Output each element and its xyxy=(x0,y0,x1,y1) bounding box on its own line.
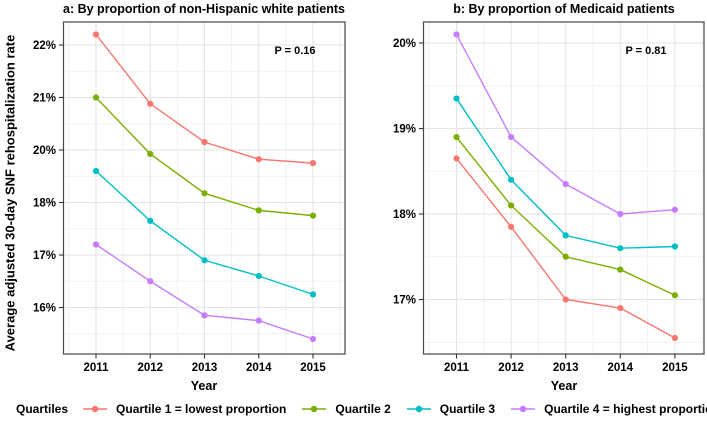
x-axis-label-b: Year xyxy=(550,379,578,393)
data-point xyxy=(255,207,262,214)
series-quartile-1 xyxy=(92,31,317,167)
data-point xyxy=(508,176,515,183)
data-point xyxy=(617,245,624,252)
axis-ticks-and-labels: 22% 21% 20% 18% 17% 16% 2011 2012 2013 2014 2015 xyxy=(33,40,326,374)
series-quartile-3 xyxy=(453,95,679,252)
legend-item-quartile-4: Quartile 4 = highest proportion xyxy=(510,402,707,416)
y-tick-label: 18% xyxy=(33,198,56,210)
series-quartile-2 xyxy=(92,94,317,219)
data-point xyxy=(309,291,317,298)
p-value-label-b: P = 0.81 xyxy=(625,45,667,57)
y-tick-label: 22% xyxy=(33,40,56,52)
data-point xyxy=(92,167,100,175)
data-point xyxy=(201,139,208,146)
data-point xyxy=(453,133,460,141)
legend-item-label: Quartile 4 = highest proportion xyxy=(544,402,707,416)
major-gridlines xyxy=(63,22,345,354)
data-point xyxy=(255,156,262,163)
x-axis-label-a: Year xyxy=(190,379,218,393)
data-point xyxy=(147,150,154,158)
x-tick-label: 2012 xyxy=(498,362,524,374)
legend-item-label: Quartile 2 xyxy=(335,402,391,416)
p-value-label-a: P = 0.16 xyxy=(274,45,316,57)
data-point xyxy=(453,31,460,38)
series-quartile-3 xyxy=(92,167,317,298)
legend-item-label: Quartile 3 xyxy=(439,402,496,416)
data-point xyxy=(147,217,154,224)
x-tick-label: 2014 xyxy=(246,362,272,374)
legend: Quartiles Quartile 1 = lowest proportion… xyxy=(16,398,707,420)
y-tick-label: 18% xyxy=(393,209,416,221)
data-point xyxy=(671,334,679,342)
quartile-4-line-dot-icon xyxy=(511,405,536,413)
data-point xyxy=(147,100,154,107)
data-point xyxy=(508,223,515,230)
data-point xyxy=(617,210,624,218)
data-point xyxy=(92,31,100,38)
series-quartile-4 xyxy=(453,31,679,218)
legend-item-label: Quartile 1 = lowest proportion xyxy=(116,402,287,416)
legend-item-quartile-1: Quartile 1 = lowest proportion xyxy=(82,402,286,416)
y-tick-label: 17% xyxy=(393,295,416,307)
x-tick-label: 2011 xyxy=(444,362,470,374)
data-point xyxy=(562,180,569,188)
data-point xyxy=(562,296,569,303)
data-point xyxy=(92,94,100,101)
y-tick-label: 16% xyxy=(33,303,56,315)
panel-a-title: a: By proportion of non-Hispanic white p… xyxy=(63,2,345,16)
data-point xyxy=(562,232,569,239)
legend-title: Quartiles xyxy=(16,402,69,416)
minor-gridlines xyxy=(63,22,345,354)
y-tick-label: 20% xyxy=(33,145,56,157)
x-tick-label: 2012 xyxy=(137,362,163,374)
data-point xyxy=(562,253,569,260)
x-tick-label: 2013 xyxy=(192,362,218,374)
legend-item-quartile-3: Quartile 3 xyxy=(406,402,495,416)
x-tick-label: 2013 xyxy=(553,362,579,374)
quartile-2-line-dot-icon xyxy=(302,405,327,413)
series-quartile-1 xyxy=(453,155,679,342)
y-tick-label: 21% xyxy=(33,93,56,105)
x-tick-label: 2015 xyxy=(662,362,688,374)
data-point xyxy=(671,292,679,299)
data-point xyxy=(309,335,317,343)
data-point xyxy=(201,190,208,197)
quartile-3-line-dot-icon xyxy=(406,405,431,413)
x-tick-label: 2014 xyxy=(608,362,634,374)
data-point xyxy=(453,95,460,102)
x-tick-label: 2015 xyxy=(300,362,326,374)
panel-b-plot: 20% 19% 18% 17% 2011 2012 2013 2014 2015 xyxy=(393,21,705,374)
data-point xyxy=(671,206,679,213)
data-point xyxy=(617,266,624,273)
data-point xyxy=(671,243,679,250)
data-point xyxy=(309,160,317,167)
series-quartile-2 xyxy=(453,133,679,299)
x-tick-label: 2011 xyxy=(84,362,110,374)
panel-b-title: b: By proportion of Medicaid patients xyxy=(453,2,675,16)
data-point xyxy=(453,155,460,162)
panel-border xyxy=(422,21,705,355)
data-point xyxy=(255,317,262,324)
data-point xyxy=(92,241,100,248)
legend-item-quartile-2: Quartile 2 xyxy=(301,402,391,416)
data-point xyxy=(617,304,624,312)
quartile-1-line-dot-icon xyxy=(83,405,108,413)
data-point xyxy=(201,312,208,319)
data-point xyxy=(201,257,208,264)
minor-gridlines xyxy=(423,22,704,354)
axis-ticks-and-labels: 20% 19% 18% 17% 2011 2012 2013 2014 2015 xyxy=(393,38,688,374)
data-point xyxy=(309,212,317,219)
data-point xyxy=(508,133,515,141)
y-tick-label: 20% xyxy=(393,38,416,50)
data-point xyxy=(255,272,262,280)
panel-a-plot: 22% 21% 20% 18% 17% 16% 2011 2012 2013 2014 2015 xyxy=(33,21,346,374)
y-tick-label: 19% xyxy=(393,124,416,136)
series-quartile-4 xyxy=(92,241,317,343)
data-point xyxy=(147,278,154,285)
y-tick-label: 17% xyxy=(33,250,56,262)
data-point xyxy=(508,202,515,209)
